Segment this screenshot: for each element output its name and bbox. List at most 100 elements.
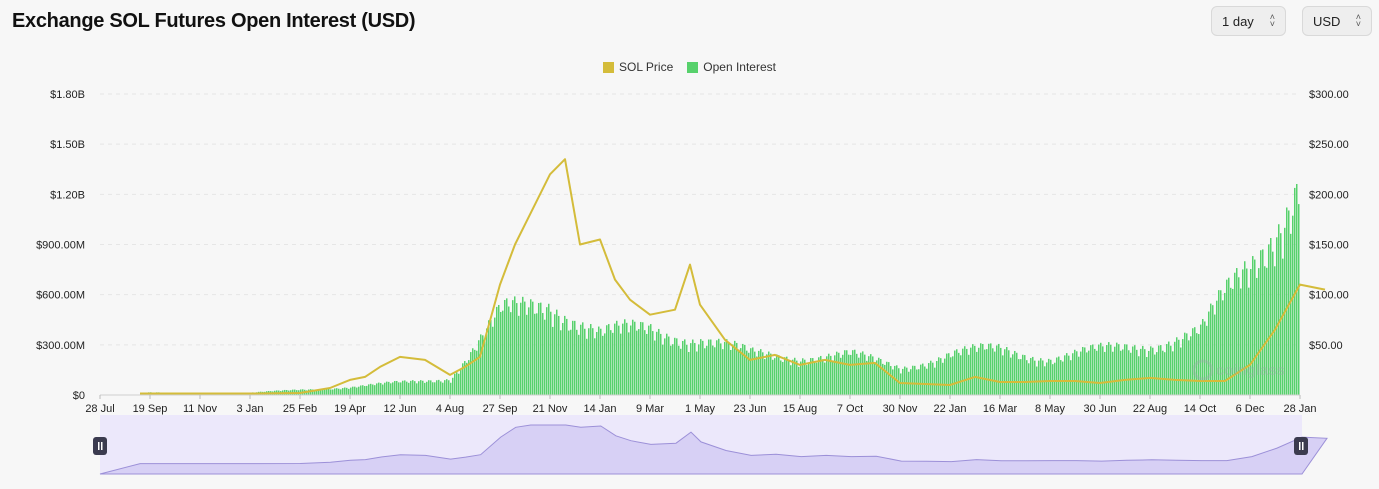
open-interest-bar (1066, 353, 1068, 395)
open-interest-bar (1022, 354, 1024, 395)
open-interest-bar (1162, 350, 1164, 395)
navigator-handle-left[interactable] (93, 437, 107, 455)
open-interest-bar (522, 296, 524, 395)
open-interest-bar (400, 382, 402, 395)
open-interest-bar (500, 311, 502, 395)
up-down-chevron-icon: ˄ ˅ (1269, 12, 1275, 29)
open-interest-bar (488, 320, 490, 395)
open-interest-bar (976, 351, 978, 395)
open-interest-bar (1164, 352, 1166, 395)
open-interest-bar (492, 326, 494, 395)
open-interest-bar (428, 380, 430, 395)
x-tick-label: 28 Jan (1283, 403, 1316, 415)
open-interest-bar (480, 334, 482, 395)
open-interest-bar (1068, 355, 1070, 395)
open-interest-bar (860, 352, 862, 395)
open-interest-bar (1256, 277, 1258, 395)
open-interest-bar (1216, 300, 1218, 395)
open-interest-bar (614, 323, 616, 395)
open-interest-bar (572, 320, 574, 395)
open-interest-bar (950, 357, 952, 395)
open-interest-bar (924, 366, 926, 395)
open-interest-bar (566, 318, 568, 395)
open-interest-bar (740, 348, 742, 395)
open-interest-bars (140, 183, 1300, 395)
open-interest-bar (1156, 352, 1158, 395)
open-interest-bar (1076, 351, 1078, 395)
open-interest-bar (874, 362, 876, 395)
open-interest-bar (726, 339, 728, 395)
open-interest-bar (610, 330, 612, 395)
open-interest-bar (384, 382, 386, 395)
open-interest-bar (652, 331, 654, 395)
open-interest-bar (1102, 346, 1104, 395)
y-axis-right: $50.00 $100.00 $150.00 $200.00 $250.00 $300.0… (1309, 89, 1349, 352)
x-tick-label: 15 Aug (783, 403, 817, 415)
navigator-handle-right[interactable] (1294, 437, 1308, 455)
open-interest-bar (392, 382, 394, 395)
open-interest-bar (1268, 244, 1270, 395)
currency-select[interactable]: USD ˄ ˅ (1302, 6, 1372, 36)
open-interest-bar (316, 389, 318, 395)
open-interest-bar (966, 348, 968, 395)
open-interest-bar (588, 328, 590, 395)
open-interest-bar (1272, 251, 1274, 395)
open-interest-bar (624, 319, 626, 395)
open-interest-bar (754, 351, 756, 395)
currency-select-value: USD (1313, 13, 1341, 29)
open-interest-bar (836, 351, 838, 395)
open-interest-bar (938, 357, 940, 395)
legend-item-sol-price[interactable]: SOL Price (603, 60, 673, 74)
open-interest-bar (1160, 345, 1162, 395)
legend-item-open-interest[interactable]: Open Interest (687, 60, 776, 74)
open-interest-bar (1070, 360, 1072, 395)
open-interest-bar (1242, 269, 1244, 395)
x-axis: 28 Jul 19 Sep 11 Nov 3 Jan 25 Feb 19 Apr 12 Ju… (85, 394, 1317, 415)
open-interest-bar (418, 381, 420, 395)
open-interest-bar (444, 380, 446, 395)
open-interest-bar (650, 324, 652, 395)
open-interest-bar (1024, 355, 1026, 395)
open-interest-bar (744, 344, 746, 395)
open-interest-bar (1294, 187, 1296, 395)
open-interest-bar (1204, 321, 1206, 395)
open-interest-bar (568, 330, 570, 395)
open-interest-bar (738, 349, 740, 395)
open-interest-bar (600, 328, 602, 395)
open-interest-bar (448, 380, 450, 395)
open-interest-bar (808, 362, 810, 395)
open-interest-bar (1142, 345, 1144, 395)
open-interest-bar (974, 345, 976, 395)
open-interest-bar (996, 345, 998, 395)
open-interest-bar (478, 340, 480, 395)
open-interest-bar (1126, 344, 1128, 395)
open-interest-bar (1152, 347, 1154, 395)
open-interest-bar (832, 361, 834, 395)
open-interest-bar (380, 383, 382, 395)
open-interest-bar (540, 302, 542, 395)
open-interest-bar (664, 338, 666, 395)
navigator[interactable] (93, 415, 1328, 475)
open-interest-bar (326, 388, 328, 395)
open-interest-bar (1180, 347, 1182, 395)
open-interest-bar (1106, 345, 1108, 395)
open-interest-bar (1172, 351, 1174, 395)
open-interest-bar (526, 314, 528, 395)
open-interest-bar (606, 325, 608, 395)
open-interest-bar (656, 331, 658, 395)
pause-handle-icon (1294, 437, 1308, 455)
open-interest-bar (1122, 349, 1124, 395)
open-interest-bar (524, 301, 526, 395)
open-interest-bar (1166, 344, 1168, 395)
open-interest-bar (784, 357, 786, 395)
open-interest-bar (718, 338, 720, 395)
open-interest-bar (670, 345, 672, 395)
open-interest-bar (1182, 339, 1184, 395)
open-interest-bar (556, 309, 558, 395)
interval-select[interactable]: 1 day ˄ ˅ (1211, 6, 1286, 36)
open-interest-bar (922, 363, 924, 395)
open-interest-bar (1088, 350, 1090, 395)
open-interest-bar (1042, 360, 1044, 395)
open-interest-bar (986, 349, 988, 395)
open-interest-bar (508, 306, 510, 395)
